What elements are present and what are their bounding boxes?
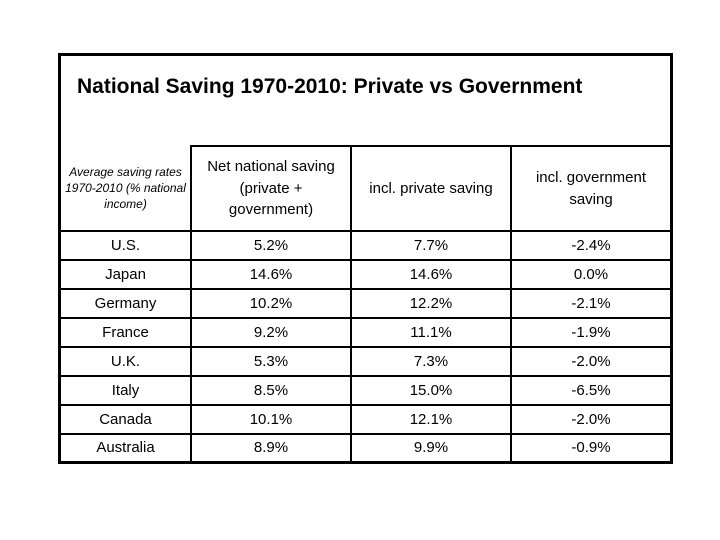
value-cell: 8.9%: [190, 432, 352, 461]
value-cell: 5.2%: [190, 230, 352, 261]
country-cell: France: [61, 316, 192, 348]
value-cell: 15.0%: [350, 374, 512, 406]
slide-title: National Saving 1970-2010: Private vs Go…: [77, 75, 583, 98]
value-cell: 12.1%: [350, 403, 512, 435]
value-cell: -2.0%: [510, 345, 670, 377]
table-row: Australia 8.9% 9.9% -0.9%: [61, 432, 670, 461]
table-row: U.K. 5.3% 7.3% -2.0%: [61, 345, 670, 377]
value-cell: 10.2%: [190, 287, 352, 319]
slide-frame: National Saving 1970-2010: Private vs Go…: [58, 53, 673, 464]
table-row: Canada 10.1% 12.1% -2.0%: [61, 403, 670, 435]
value-cell: 14.6%: [350, 258, 512, 290]
table-row: Germany 10.2% 12.2% -2.1%: [61, 287, 670, 319]
saving-table: Average saving rates 1970-2010 (% nation…: [61, 145, 670, 461]
value-cell: 12.2%: [350, 287, 512, 319]
table-body: U.S. 5.2% 7.7% -2.4% Japan 14.6% 14.6% 0.0% Germ…: [61, 230, 670, 461]
country-cell: U.K.: [61, 345, 192, 377]
value-cell: -6.5%: [510, 374, 670, 406]
value-cell: -0.9%: [510, 432, 670, 461]
country-cell: Canada: [61, 403, 192, 435]
table-row: Italy 8.5% 15.0% -6.5%: [61, 374, 670, 406]
corner-header-cell: Average saving rates 1970-2010 (% nation…: [61, 146, 192, 231]
value-cell: 7.7%: [350, 230, 512, 261]
value-cell: 10.1%: [190, 403, 352, 435]
value-cell: -2.1%: [510, 287, 670, 319]
table-row: U.S. 5.2% 7.7% -2.4%: [61, 230, 670, 261]
value-cell: -2.0%: [510, 403, 670, 435]
column-header-net-national-saving: Net national saving (private + governmen…: [190, 145, 352, 231]
column-header-government-saving: incl. government saving: [510, 145, 670, 231]
table-row: France 9.2% 11.1% -1.9%: [61, 316, 670, 348]
value-cell: 9.9%: [350, 432, 512, 461]
value-cell: 0.0%: [510, 258, 670, 290]
country-cell: Japan: [61, 258, 192, 290]
value-cell: 9.2%: [190, 316, 352, 348]
value-cell: 7.3%: [350, 345, 512, 377]
table-header-row: Average saving rates 1970-2010 (% nation…: [61, 145, 670, 231]
table-row: Japan 14.6% 14.6% 0.0%: [61, 258, 670, 290]
value-cell: 11.1%: [350, 316, 512, 348]
value-cell: 8.5%: [190, 374, 352, 406]
country-cell: U.S.: [61, 230, 192, 261]
value-cell: 14.6%: [190, 258, 352, 290]
value-cell: 5.3%: [190, 345, 352, 377]
country-cell: Germany: [61, 287, 192, 319]
country-cell: Australia: [61, 432, 192, 461]
value-cell: -1.9%: [510, 316, 670, 348]
value-cell: -2.4%: [510, 230, 670, 261]
country-cell: Italy: [61, 374, 192, 406]
column-header-private-saving: incl. private saving: [350, 145, 512, 231]
